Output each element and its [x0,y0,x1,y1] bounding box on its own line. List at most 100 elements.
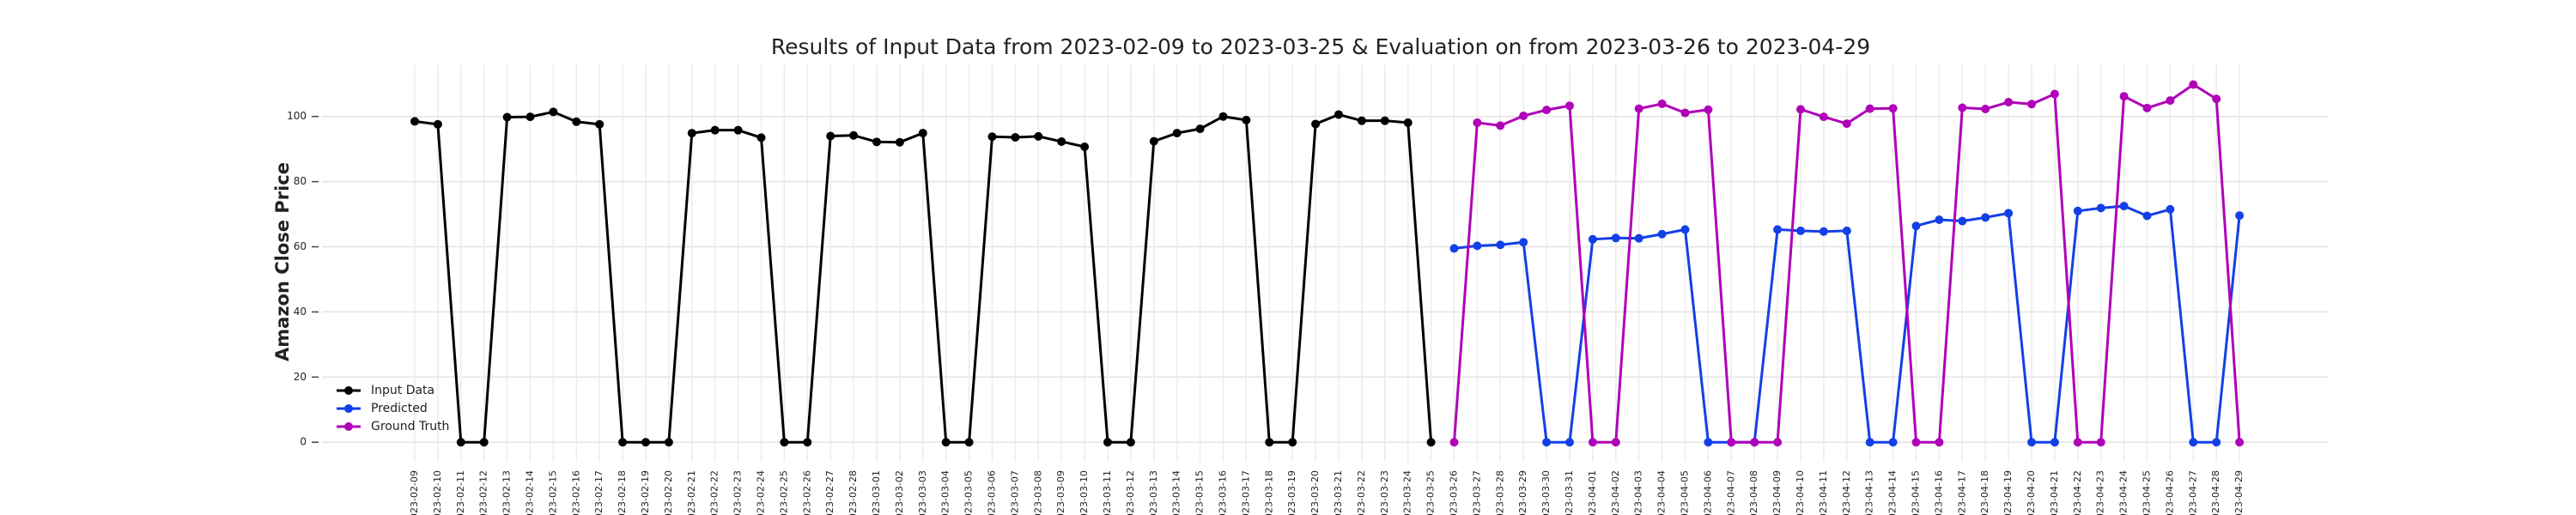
y-tick-label: 20 [294,371,307,383]
data-point [2004,209,2014,218]
x-tick-label: 2023-04-02 [1610,470,1621,515]
x-tick-label: 2023-04-19 [2002,470,2014,515]
data-point [2212,94,2221,104]
data-point [1888,104,1898,113]
x-tick-label: 2023-03-04 [940,470,951,515]
x-tick-label: 2023-02-20 [663,470,674,515]
x-tick-label: 2023-04-29 [2233,470,2245,515]
x-tick-label: 2023-03-17 [1240,470,1251,515]
data-point [2166,96,2175,106]
data-point [964,438,974,447]
data-point [1195,124,1205,134]
x-tick-label: 2023-03-25 [1425,470,1437,515]
data-point [502,112,512,122]
data-point [826,131,835,141]
data-point [2073,438,2082,447]
data-point [849,130,859,140]
data-point [1103,438,1112,447]
data-point [1565,101,1574,111]
legend-entry: Input Data [337,384,434,397]
data-point [687,129,696,138]
x-tick-label: 2023-02-27 [824,470,835,515]
x-tick-label: 2023-04-04 [1656,470,1668,515]
data-point [1542,438,1552,447]
x-tick-label: 2023-04-05 [1680,470,1691,515]
data-point [526,112,535,122]
x-tick-label: 2023-03-26 [1449,470,1460,515]
y-tick-label: 40 [294,306,307,318]
x-tick-label: 2023-04-18 [1979,470,1990,515]
chart-title: Results of Input Data from 2023-02-09 to… [771,34,1870,59]
x-tick-label: 2023-04-23 [2095,470,2106,515]
data-point [456,438,465,447]
data-point [2027,438,2036,447]
legend-label: Predicted [371,402,428,415]
data-point [1911,438,1921,447]
x-tick-label: 2023-02-26 [801,470,812,515]
x-tick-label: 2023-03-05 [963,470,975,515]
x-tick-label: 2023-02-25 [778,470,789,515]
x-tick-label: 2023-04-14 [1887,470,1899,515]
x-tick-label: 2023-03-22 [1356,470,1367,515]
data-point [1611,233,1620,243]
data-point [1426,438,1436,447]
y-tick-label: 0 [300,436,307,448]
x-tick-label: 2023-04-06 [1702,470,1713,515]
y-axis-label: Amazon Close Price [272,162,293,361]
data-point [1034,131,1043,141]
data-point [1750,438,1759,447]
data-point [2050,438,2059,447]
data-point [1496,121,1505,130]
x-tick-label: 2023-03-07 [1009,470,1020,515]
data-point [2235,438,2245,447]
data-point [2027,100,2036,109]
data-point [780,438,789,447]
data-point [595,119,605,129]
data-point [1288,438,1297,447]
data-point [1773,438,1783,447]
data-point [1149,136,1158,146]
x-tick-label: 2023-03-21 [1333,470,1344,515]
data-point [1680,108,1690,118]
data-point [2004,98,2014,107]
data-point [572,117,581,126]
data-point [1704,438,1713,447]
x-tick-label: 2023-04-07 [1725,470,1736,515]
x-tick-label: 2023-02-23 [732,470,744,515]
data-point [1958,216,1967,226]
legend-label: Input Data [371,384,434,397]
data-point [941,438,951,447]
x-tick-label: 2023-03-29 [1517,470,1528,515]
data-point [710,125,720,135]
data-point [1727,438,1736,447]
data-point [2142,211,2152,221]
x-tick-label: 2023-02-19 [640,470,651,515]
x-tick-label: 2023-03-31 [1564,470,1575,515]
x-tick-label: 2023-04-01 [1587,470,1598,515]
data-point [479,438,489,447]
x-tick-label: 2023-03-23 [1379,470,1390,515]
x-tick-label: 2023-03-27 [1471,470,1482,515]
data-point [918,129,927,138]
data-point [1334,110,1343,119]
data-point [756,133,766,142]
data-point [2235,211,2245,221]
x-tick-label: 2023-04-20 [2026,470,2037,515]
x-tick-label: 2023-03-13 [1148,470,1159,515]
data-point [2212,438,2221,447]
x-tick-label: 2023-02-13 [501,470,513,515]
data-point [1842,226,1851,235]
x-tick-label: 2023-03-06 [987,470,998,515]
legend-marker [344,404,353,413]
data-point [1935,215,1944,225]
data-point [987,132,997,142]
x-tick-label: 2023-03-01 [871,470,882,515]
data-point [549,107,558,117]
data-point [1588,234,1597,244]
data-point [1819,112,1828,122]
data-point [1449,438,1459,447]
data-point [1311,119,1321,129]
data-point [1796,105,1805,114]
data-point [1011,133,1020,142]
data-point [1242,115,1251,124]
